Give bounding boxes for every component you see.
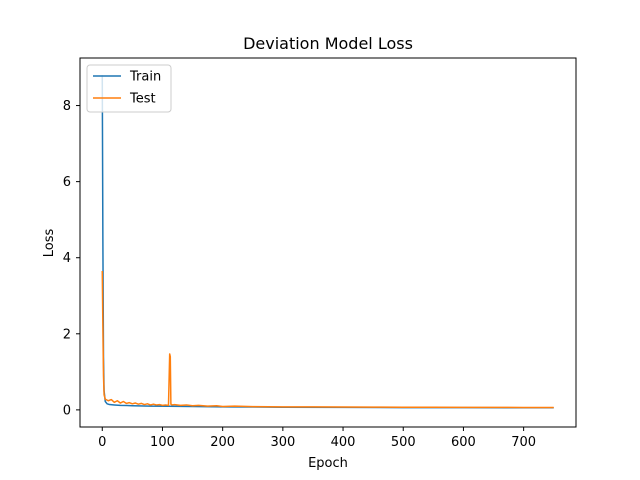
y-axis: 0 2 4 6 8 [63, 99, 80, 418]
x-axis: 0 100 200 300 400 500 600 700 [98, 427, 536, 450]
series-layer [101, 75, 554, 409]
y-tick-label: 8 [63, 99, 71, 114]
legend-label-train: Train [129, 70, 161, 85]
y-tick-label: 6 [63, 175, 71, 190]
x-tick-label: 500 [391, 435, 416, 450]
x-tick-label: 0 [98, 435, 106, 450]
plot-frame [79, 57, 577, 428]
x-tick-label: 200 [210, 435, 235, 450]
chart-title: Deviation Model Loss [243, 34, 413, 53]
x-tick-label: 300 [270, 435, 295, 450]
y-axis-label: Loss [42, 229, 57, 258]
x-tick-label: 400 [331, 435, 356, 450]
legend-label-test: Test [129, 92, 156, 107]
legend: Train Test [86, 64, 172, 113]
y-tick-label: 0 [63, 403, 71, 418]
y-tick-label: 4 [63, 251, 71, 266]
x-axis-label: Epoch [308, 456, 348, 471]
x-tick-label: 600 [451, 435, 476, 450]
x-tick-label: 100 [150, 435, 175, 450]
series-line-test [101, 271, 554, 409]
y-tick-label: 2 [63, 327, 71, 342]
x-tick-label: 700 [511, 435, 536, 450]
